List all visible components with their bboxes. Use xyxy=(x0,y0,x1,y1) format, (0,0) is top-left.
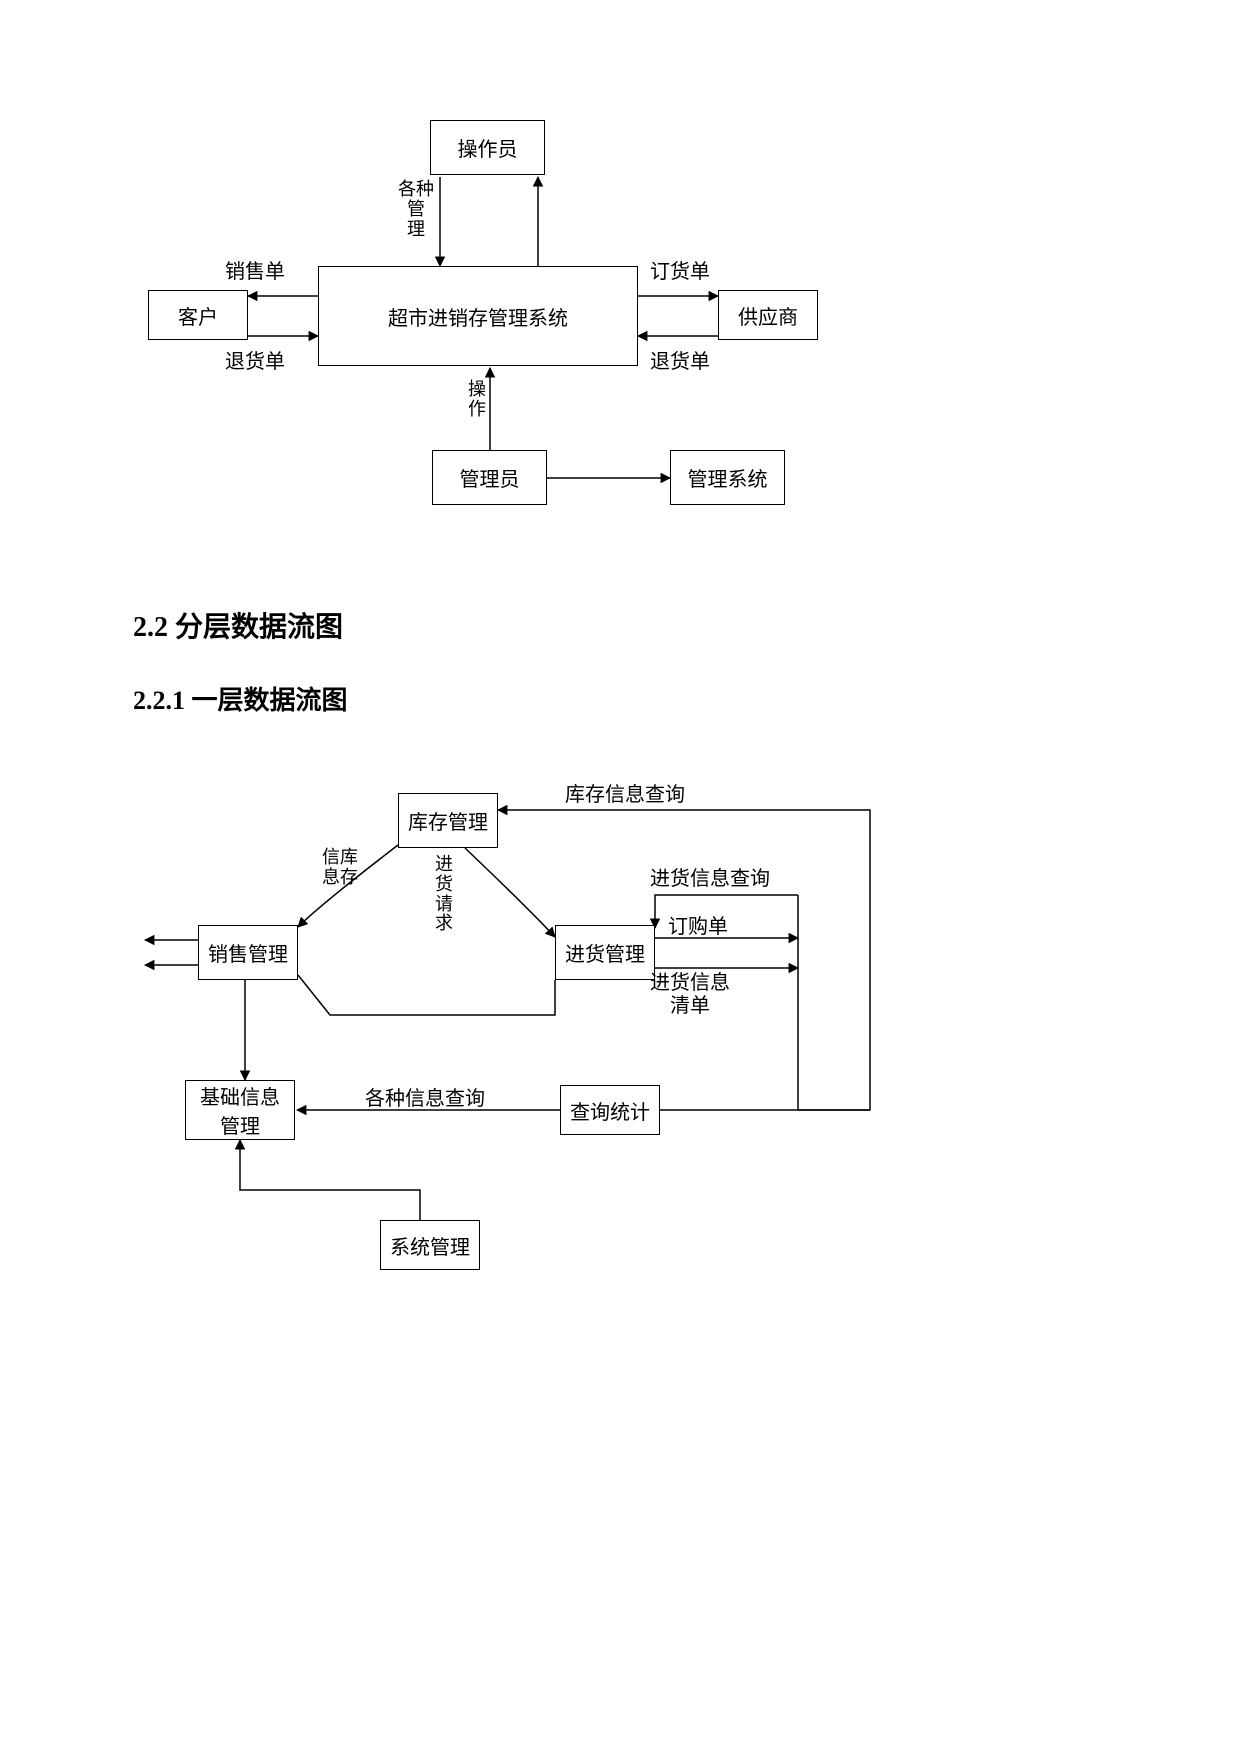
label-order-slip: 订购单 xyxy=(668,910,728,939)
diagram2-edges xyxy=(0,0,1240,1753)
label-purchase-req: 进货请求 xyxy=(435,855,453,934)
node-sales-mgmt: 销售管理 xyxy=(198,925,298,980)
node-query-stats: 查询统计 xyxy=(560,1085,660,1135)
label-inv-query: 库存信息查询 xyxy=(565,778,685,807)
node-inventory-mgmt: 库存管理 xyxy=(398,793,498,848)
label-purchase-list: 进货信息清单 xyxy=(650,972,730,1018)
node-purchase-mgmt: 进货管理 xyxy=(555,925,655,980)
node-system-mgmt: 系统管理 xyxy=(380,1220,480,1270)
label-inv-info: 信库 息存 xyxy=(320,848,360,888)
label-purchase-query: 进货信息查询 xyxy=(650,862,770,891)
label-various-query: 各种信息查询 xyxy=(365,1082,485,1111)
node-basic-info-mgmt: 基础信息管理 xyxy=(185,1080,295,1140)
